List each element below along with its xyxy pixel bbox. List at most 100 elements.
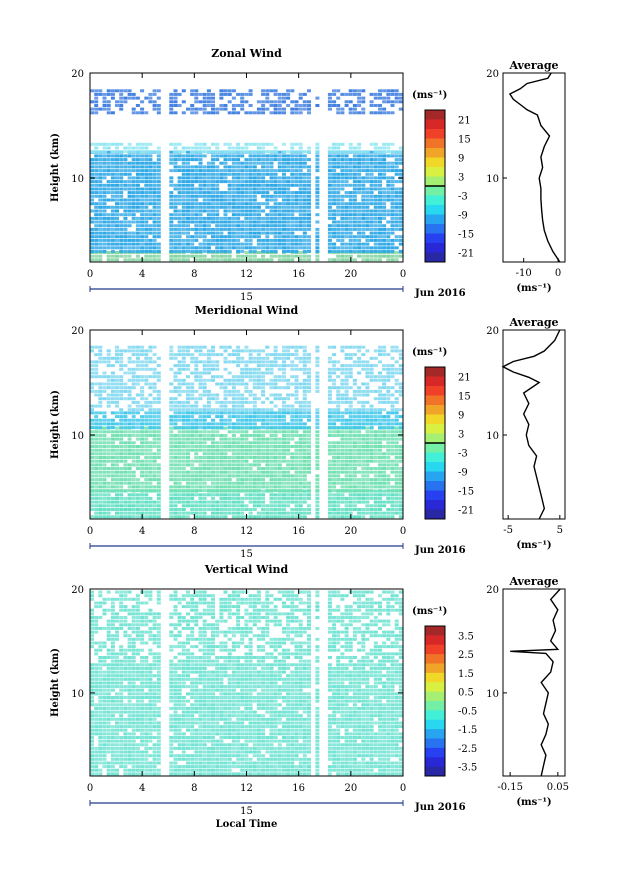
heatmap-cell bbox=[244, 209, 249, 213]
heatmap-cell bbox=[327, 397, 332, 401]
heatmap-cell bbox=[177, 496, 182, 500]
heatmap-cell bbox=[265, 515, 270, 519]
heatmap-cell bbox=[223, 481, 228, 485]
heatmap-cell bbox=[398, 235, 403, 239]
heatmap-cell bbox=[119, 441, 124, 445]
heatmap-cell bbox=[106, 382, 111, 386]
heatmap-cell bbox=[336, 235, 341, 239]
heatmap-cell bbox=[181, 496, 186, 500]
heatmap-cell bbox=[219, 169, 224, 173]
heatmap-cell bbox=[265, 198, 270, 202]
heatmap-cell bbox=[298, 220, 303, 224]
heatmap-cell bbox=[106, 515, 111, 519]
heatmap-cell bbox=[115, 445, 119, 448]
heatmap-cell bbox=[386, 258, 391, 262]
heatmap-cell bbox=[307, 180, 311, 184]
heatmap-cell bbox=[169, 404, 174, 408]
heatmap-cell bbox=[211, 452, 215, 456]
heatmap-cell bbox=[152, 169, 157, 173]
heatmap-cell bbox=[127, 452, 132, 456]
heatmap-cell bbox=[357, 165, 362, 169]
heatmap-cell bbox=[327, 213, 332, 217]
heatmap-cell bbox=[186, 389, 190, 393]
heatmap-cell bbox=[240, 478, 245, 482]
heatmap-cell bbox=[240, 430, 245, 434]
heatmap-cell bbox=[140, 452, 145, 456]
heatmap-cell bbox=[273, 169, 278, 173]
heatmap-cell bbox=[140, 242, 145, 246]
heatmap-cell bbox=[277, 161, 282, 165]
heatmap-cell bbox=[340, 165, 345, 169]
heatmap-cell bbox=[219, 104, 224, 107]
heatmap-cell bbox=[315, 389, 320, 393]
heatmap-cell bbox=[256, 426, 261, 430]
heatmap-cell bbox=[361, 194, 366, 198]
heatmap-cell bbox=[98, 246, 103, 250]
heatmap-cell bbox=[135, 430, 140, 434]
heatmap-cell bbox=[398, 242, 403, 246]
heatmap-cell bbox=[181, 180, 186, 184]
heatmap-cell bbox=[115, 496, 119, 500]
heatmap-cell bbox=[169, 231, 174, 235]
heatmap-cell bbox=[127, 397, 132, 401]
heatmap-cell bbox=[186, 397, 190, 401]
heatmap-cell bbox=[98, 231, 103, 235]
heatmap-cell bbox=[332, 430, 337, 434]
heatmap-cell bbox=[131, 242, 136, 246]
heatmap-cell bbox=[140, 216, 145, 220]
heatmap-cell bbox=[307, 194, 311, 198]
heatmap-cell bbox=[152, 191, 157, 195]
heatmap-cell bbox=[327, 231, 332, 235]
heatmap-cell bbox=[302, 213, 307, 217]
heatmap-cell bbox=[110, 254, 115, 258]
heatmap-cell bbox=[390, 489, 395, 493]
heatmap-cell bbox=[378, 191, 382, 195]
heatmap-cell bbox=[202, 415, 207, 419]
heatmap-cell bbox=[273, 172, 278, 176]
heatmap-cell bbox=[215, 500, 220, 504]
heatmap-cell bbox=[202, 504, 207, 508]
heatmap-cell bbox=[327, 150, 332, 154]
heatmap-cell bbox=[286, 430, 291, 434]
heatmap-cell bbox=[332, 463, 337, 467]
heatmap-cell bbox=[336, 258, 341, 262]
heatmap-cell bbox=[90, 463, 94, 467]
heatmap-cell bbox=[382, 467, 387, 470]
colorbar-cell bbox=[425, 233, 445, 244]
heatmap-cell bbox=[181, 426, 186, 430]
heatmap-cell bbox=[286, 227, 291, 231]
heatmap-cell bbox=[261, 231, 266, 235]
heatmap-cell bbox=[206, 515, 211, 519]
heatmap-cell bbox=[277, 158, 282, 162]
heatmap-cell bbox=[332, 434, 337, 437]
heatmap-cell bbox=[290, 375, 295, 379]
heatmap-cell bbox=[211, 169, 215, 173]
date-month: Jun 2016 bbox=[414, 288, 466, 299]
heatmap-cell bbox=[227, 411, 232, 415]
heatmap-cell bbox=[357, 246, 362, 250]
heatmap-cell bbox=[390, 142, 395, 146]
heatmap-cell bbox=[307, 448, 311, 452]
heatmap-cell bbox=[173, 202, 178, 206]
heatmap-cell bbox=[198, 180, 203, 184]
heatmap-cell bbox=[290, 202, 295, 206]
heatmap-cell bbox=[277, 242, 282, 246]
heatmap-cell bbox=[365, 191, 370, 195]
heatmap-cell bbox=[90, 500, 94, 504]
heatmap-cell bbox=[94, 213, 99, 217]
heatmap-cell bbox=[106, 508, 111, 511]
heatmap-cell bbox=[156, 161, 161, 165]
heatmap-cell bbox=[365, 172, 370, 176]
heatmap-cell bbox=[373, 375, 378, 379]
heatmap-cell bbox=[315, 213, 320, 217]
heatmap-cell bbox=[140, 404, 145, 408]
heatmap-cell bbox=[282, 386, 286, 390]
heatmap-cell bbox=[265, 508, 270, 511]
heatmap-cell bbox=[386, 456, 391, 459]
heatmap-cell bbox=[302, 485, 307, 489]
heatmap-cell bbox=[186, 161, 190, 165]
heatmap-cell bbox=[206, 397, 211, 401]
heatmap-cell bbox=[244, 187, 249, 191]
heatmap-cell bbox=[131, 235, 136, 239]
heatmap-cell bbox=[240, 242, 245, 246]
